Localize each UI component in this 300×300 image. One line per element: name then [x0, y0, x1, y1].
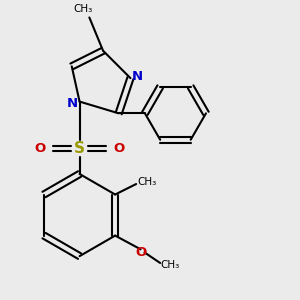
Text: CH₃: CH₃: [137, 177, 157, 187]
Text: N: N: [67, 97, 78, 110]
Text: CH₃: CH₃: [160, 260, 180, 270]
Text: O: O: [114, 142, 125, 155]
Text: CH₃: CH₃: [74, 4, 93, 14]
Text: O: O: [34, 142, 45, 155]
Text: O: O: [136, 246, 147, 259]
Text: S: S: [74, 141, 85, 156]
Text: N: N: [132, 70, 143, 83]
